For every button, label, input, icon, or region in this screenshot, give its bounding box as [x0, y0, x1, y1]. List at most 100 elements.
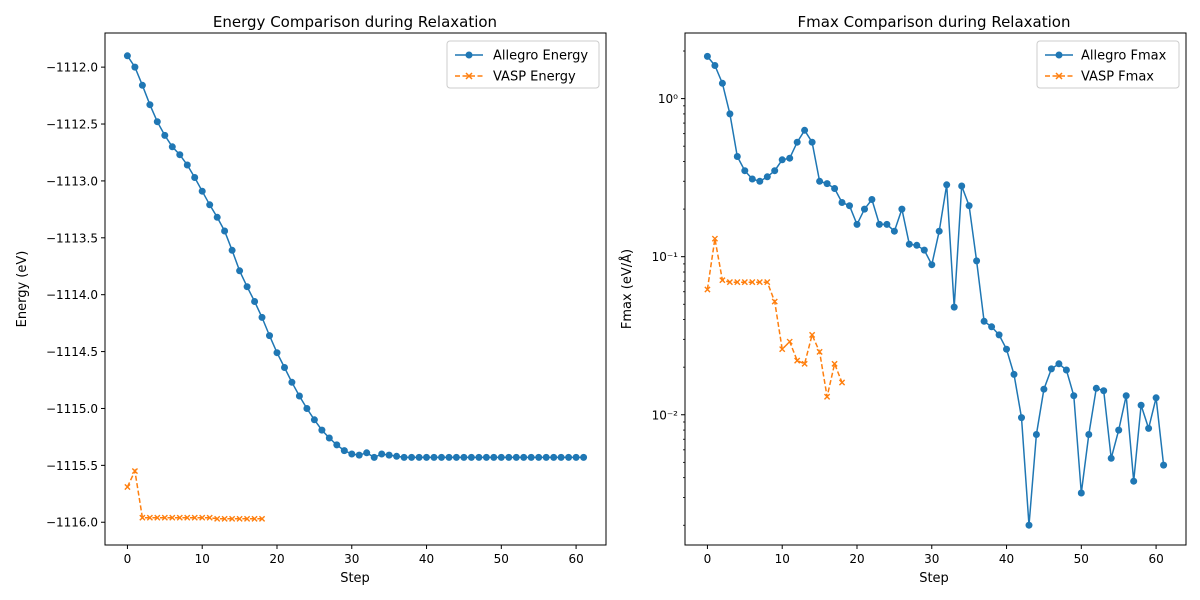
energy-x-tick-label: 40 — [419, 552, 434, 566]
fmax-allegro-point — [838, 199, 846, 206]
fmax-allegro-point — [861, 205, 868, 213]
energy-vasp-point — [243, 515, 251, 522]
fmax-vasp-point — [741, 279, 748, 286]
energy-y-tick-label: −1114.5 — [46, 345, 98, 359]
energy-axes-frame — [104, 32, 607, 546]
energy-legend-vasp-marker — [465, 72, 473, 80]
fmax-vasp-point — [779, 346, 786, 353]
fmax-allegro-point — [703, 52, 711, 60]
energy-allegro-point — [153, 118, 161, 126]
energy-y-tick-label: −1114.0 — [46, 288, 98, 302]
energy-vasp-point — [191, 514, 198, 521]
energy-vasp-point — [199, 514, 206, 521]
energy-allegro-point — [258, 313, 266, 321]
fmax-legend: Allegro Fmax VASP Fmax — [1036, 40, 1180, 89]
energy-allegro-point — [198, 187, 206, 195]
fmax-allegro-point — [913, 241, 921, 249]
energy-y-tick-label: −1116.0 — [46, 516, 98, 530]
fmax-allegro-point — [786, 154, 794, 162]
fmax-plot-area: 0 10 20 30 40 50 60 10⁻² 10⁻¹ 10⁰ — [652, 32, 1187, 566]
energy-allegro-point — [281, 364, 288, 371]
fmax-allegro-point — [846, 202, 853, 210]
fmax-x-axis-label: Step — [919, 571, 949, 586]
fmax-x-tick-label: 20 — [849, 552, 864, 566]
fmax-x-tick-label: 40 — [999, 552, 1014, 566]
energy-allegro-point — [221, 227, 229, 235]
energy-vasp-point — [124, 483, 131, 491]
energy-allegro-point — [505, 453, 513, 461]
fmax-allegro-point — [823, 180, 831, 188]
fmax-allegro-point — [883, 220, 891, 228]
fmax-allegro-point — [1107, 454, 1115, 462]
fmax-allegro-point — [995, 331, 1003, 339]
fmax-allegro-line — [706, 55, 1165, 526]
energy-vasp-point — [176, 514, 183, 521]
fmax-allegro-point — [973, 257, 981, 265]
energy-allegro-point — [370, 453, 378, 461]
fmax-allegro-point — [1047, 365, 1055, 373]
fmax-allegro-point — [905, 240, 913, 248]
fmax-legend-allegro-label: Allegro Fmax — [1081, 49, 1167, 64]
energy-y-axis-label: Energy (eV) — [15, 251, 30, 328]
energy-allegro-point — [318, 426, 326, 434]
fmax-allegro-point — [1025, 521, 1033, 529]
energy-vasp-point — [184, 514, 191, 521]
energy-vasp-point — [146, 514, 153, 521]
fmax-allegro-point — [988, 323, 996, 331]
energy-allegro-point — [228, 246, 236, 254]
fmax-vasp-point — [749, 279, 756, 286]
energy-y-tick-label: −1115.0 — [46, 402, 98, 416]
energy-x-tick-label: 20 — [269, 552, 284, 566]
energy-allegro-point — [452, 453, 460, 461]
energy-allegro-point — [438, 453, 445, 461]
energy-chart-panel: Energy Comparison during Relaxation 0 10 2… — [15, 13, 607, 586]
fmax-allegro-point — [778, 156, 786, 164]
energy-x-tick-label: 30 — [344, 552, 359, 566]
energy-allegro-point — [295, 392, 303, 400]
energy-vasp-point — [139, 514, 146, 521]
fmax-allegro-point — [1145, 424, 1153, 432]
fmax-x-tick-label: 50 — [1074, 552, 1089, 566]
energy-allegro-point — [123, 52, 131, 60]
fmax-allegro-point — [771, 167, 779, 175]
energy-vasp-point — [214, 515, 221, 522]
energy-vasp-point — [169, 514, 176, 521]
energy-allegro-line — [126, 55, 584, 459]
fmax-chart-panel: Fmax Comparison during Relaxation 0 10 20 3… — [619, 13, 1187, 586]
fmax-legend-allegro-marker — [1055, 51, 1063, 59]
fmax-allegro-point — [980, 317, 988, 325]
energy-allegro-point — [206, 201, 214, 209]
fmax-allegro-point — [853, 220, 861, 228]
energy-allegro-point — [363, 449, 371, 457]
fmax-allegro-point — [763, 173, 771, 181]
energy-allegro-point — [467, 453, 475, 461]
energy-allegro-point — [325, 434, 333, 442]
fmax-y-tick-label: 10⁻¹ — [652, 250, 679, 264]
energy-allegro-point — [385, 451, 393, 459]
energy-legend-allegro-marker — [465, 51, 473, 59]
fmax-allegro-point — [801, 126, 809, 134]
fmax-allegro-point — [711, 62, 719, 69]
energy-allegro-point — [475, 453, 483, 461]
energy-vasp-point — [131, 467, 139, 475]
energy-legend: Allegro Energy VASP Energy — [446, 40, 600, 89]
energy-allegro-point — [415, 453, 423, 461]
energy-allegro-point — [348, 450, 356, 458]
fmax-vasp-point — [823, 393, 831, 400]
fmax-allegro-point — [1055, 360, 1063, 368]
energy-allegro-point — [535, 453, 543, 461]
fmax-chart-title: Fmax Comparison during Relaxation — [798, 13, 1071, 31]
fmax-vasp-point — [801, 360, 808, 367]
energy-y-tick-label: −1112.0 — [46, 61, 98, 75]
fmax-allegro-point — [741, 167, 749, 175]
energy-vasp-point — [251, 515, 258, 522]
fmax-allegro-point — [958, 182, 966, 190]
energy-allegro-point — [176, 151, 184, 159]
energy-allegro-point — [303, 405, 311, 412]
fmax-vasp-point — [719, 277, 726, 284]
fmax-allegro-point — [1070, 392, 1078, 400]
energy-x-tick-label: 0 — [124, 552, 132, 566]
energy-allegro-point — [572, 453, 580, 461]
energy-allegro-point — [273, 349, 281, 357]
